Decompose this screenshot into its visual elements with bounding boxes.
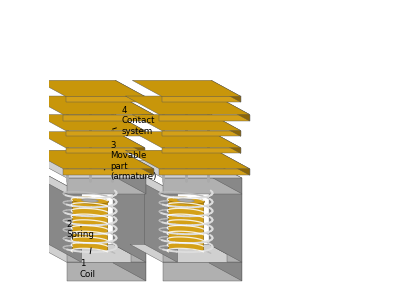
Polygon shape: [34, 176, 81, 194]
Polygon shape: [131, 194, 146, 262]
Polygon shape: [98, 176, 146, 194]
Polygon shape: [130, 244, 242, 262]
Polygon shape: [216, 150, 250, 175]
Polygon shape: [49, 176, 81, 262]
Polygon shape: [163, 262, 242, 281]
Text: 2
Spring: 2 Spring: [66, 220, 94, 239]
Circle shape: [87, 85, 93, 91]
Polygon shape: [36, 115, 145, 130]
Polygon shape: [162, 130, 241, 136]
Polygon shape: [167, 197, 203, 252]
Polygon shape: [81, 199, 98, 202]
Polygon shape: [125, 96, 250, 115]
Polygon shape: [71, 197, 109, 204]
Polygon shape: [66, 148, 145, 153]
Polygon shape: [115, 115, 145, 136]
Polygon shape: [145, 176, 177, 262]
Polygon shape: [211, 132, 241, 153]
Polygon shape: [162, 96, 241, 102]
Polygon shape: [34, 244, 146, 262]
Polygon shape: [162, 148, 241, 153]
Polygon shape: [113, 176, 146, 262]
Polygon shape: [34, 160, 146, 178]
Circle shape: [182, 85, 189, 91]
Polygon shape: [227, 194, 242, 262]
Polygon shape: [159, 169, 250, 175]
Polygon shape: [113, 244, 146, 281]
Polygon shape: [159, 115, 250, 121]
Polygon shape: [67, 262, 146, 281]
Polygon shape: [120, 96, 154, 121]
Polygon shape: [125, 150, 250, 169]
Polygon shape: [36, 80, 145, 96]
Polygon shape: [194, 176, 242, 194]
Polygon shape: [167, 197, 205, 204]
Polygon shape: [63, 115, 154, 121]
Polygon shape: [177, 199, 194, 202]
Polygon shape: [67, 194, 81, 262]
Polygon shape: [209, 160, 242, 194]
Polygon shape: [211, 80, 241, 102]
Polygon shape: [29, 96, 154, 115]
Polygon shape: [115, 132, 145, 153]
Polygon shape: [120, 150, 154, 175]
Polygon shape: [209, 244, 242, 281]
Polygon shape: [163, 178, 242, 194]
Polygon shape: [209, 176, 242, 262]
Polygon shape: [63, 169, 154, 175]
Polygon shape: [36, 132, 145, 148]
Polygon shape: [130, 160, 242, 178]
Polygon shape: [113, 160, 146, 194]
Polygon shape: [29, 150, 154, 169]
Polygon shape: [163, 194, 177, 262]
Circle shape: [160, 85, 167, 91]
Polygon shape: [211, 115, 241, 136]
Polygon shape: [132, 132, 241, 148]
Polygon shape: [216, 96, 250, 121]
Text: 3
Movable
part
(armature): 3 Movable part (armature): [104, 141, 156, 181]
Polygon shape: [132, 115, 241, 130]
Polygon shape: [71, 197, 107, 252]
Circle shape: [64, 85, 71, 91]
Text: 1
Coil: 1 Coil: [80, 248, 96, 279]
Polygon shape: [67, 178, 146, 194]
Text: 4
Contact
system: 4 Contact system: [113, 106, 155, 136]
Polygon shape: [130, 176, 177, 194]
Polygon shape: [132, 80, 241, 96]
Polygon shape: [66, 96, 145, 102]
Circle shape: [205, 85, 212, 91]
Circle shape: [109, 85, 116, 91]
Polygon shape: [115, 80, 145, 102]
Polygon shape: [66, 130, 145, 136]
